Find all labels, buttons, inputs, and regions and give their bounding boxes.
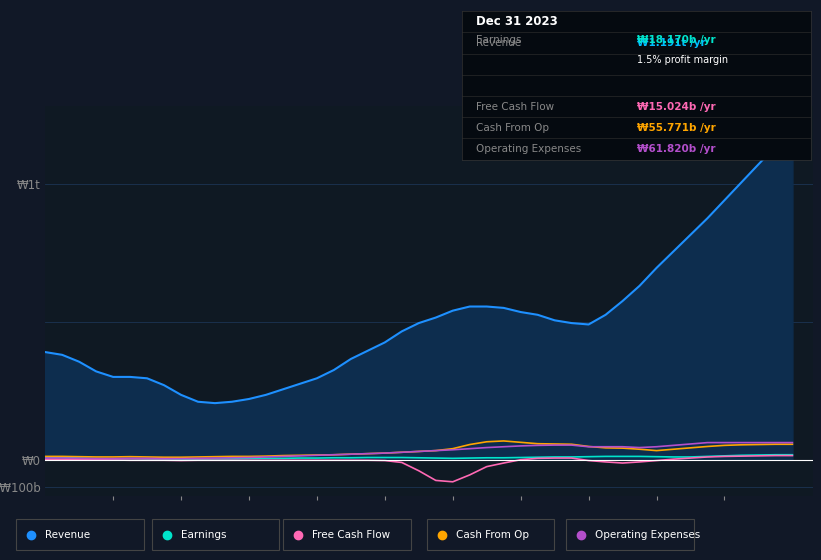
Text: Free Cash Flow: Free Cash Flow [476,101,554,111]
Text: Cash From Op: Cash From Op [456,530,529,539]
FancyBboxPatch shape [566,519,694,550]
Text: 1.5% profit margin: 1.5% profit margin [637,55,727,65]
Text: Operating Expenses: Operating Expenses [595,530,700,539]
FancyBboxPatch shape [152,519,279,550]
Text: Free Cash Flow: Free Cash Flow [312,530,390,539]
Text: Earnings: Earnings [181,530,226,539]
Text: Dec 31 2023: Dec 31 2023 [476,15,558,29]
Text: ₩55.771b /yr: ₩55.771b /yr [637,123,715,133]
Text: Cash From Op: Cash From Op [476,123,549,133]
FancyBboxPatch shape [283,519,410,550]
FancyBboxPatch shape [16,519,144,550]
Text: ₩18.170b /yr: ₩18.170b /yr [637,35,715,45]
FancyBboxPatch shape [427,519,554,550]
Text: Operating Expenses: Operating Expenses [476,144,581,154]
Text: Revenue: Revenue [45,530,90,539]
Text: ₩15.024b /yr: ₩15.024b /yr [637,101,715,111]
Text: Earnings: Earnings [476,35,521,45]
Text: Revenue: Revenue [476,38,521,48]
Text: ₩1.191t /yr: ₩1.191t /yr [637,38,705,48]
Text: ₩61.820b /yr: ₩61.820b /yr [637,144,715,154]
